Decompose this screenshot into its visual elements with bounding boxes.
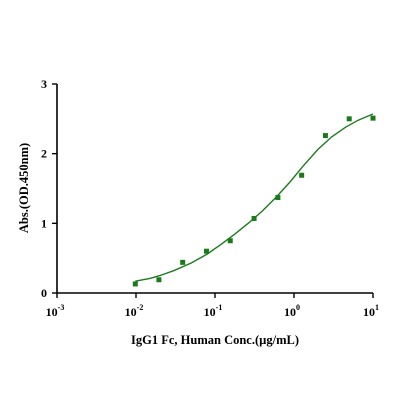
x-tick-base: 10	[204, 305, 216, 319]
data-point	[322, 133, 328, 139]
x-tick-label: 10-1	[204, 303, 223, 319]
data-points	[132, 115, 376, 287]
axes	[56, 84, 373, 294]
x-tick-base: 10	[125, 305, 137, 319]
x-tick-label: 100	[284, 303, 300, 319]
x-tick-base: 10	[46, 305, 58, 319]
y-tick-label: 2	[41, 147, 47, 161]
x-tick-base: 10	[284, 305, 296, 319]
x-tick-exponent: 0	[296, 303, 300, 312]
x-tick-label: 10-3	[46, 303, 65, 319]
x-tick-exponent: -3	[58, 303, 65, 312]
y-tick-label: 3	[41, 77, 47, 91]
fit-curve	[135, 113, 374, 282]
data-point	[132, 281, 138, 287]
x-tick-label: 101	[363, 303, 379, 319]
data-point	[156, 277, 162, 283]
x-tick-exponent: -1	[216, 303, 223, 312]
data-point	[275, 195, 281, 201]
x-axis-title: IgG1 Fc, Human Conc.(µg/mL)	[131, 333, 299, 347]
y-axis-title: Abs.(OD.450nm)	[17, 143, 31, 233]
x-ticks: 10-3 10-2 10-1 100 101	[46, 293, 379, 319]
data-point	[299, 172, 305, 178]
data-point	[346, 116, 352, 122]
y-ticks: 0 1 2 3	[41, 77, 57, 300]
data-point	[370, 115, 376, 121]
x-tick-base: 10	[363, 305, 375, 319]
y-tick-label: 0	[41, 286, 47, 300]
x-tick-exponent: 1	[375, 303, 379, 312]
x-tick-label: 10-2	[125, 303, 144, 319]
data-point	[251, 215, 257, 221]
x-tick-exponent: -2	[137, 303, 144, 312]
data-point	[203, 248, 209, 254]
data-point	[227, 238, 233, 244]
y-tick-label: 1	[41, 216, 47, 230]
data-point	[180, 259, 186, 265]
